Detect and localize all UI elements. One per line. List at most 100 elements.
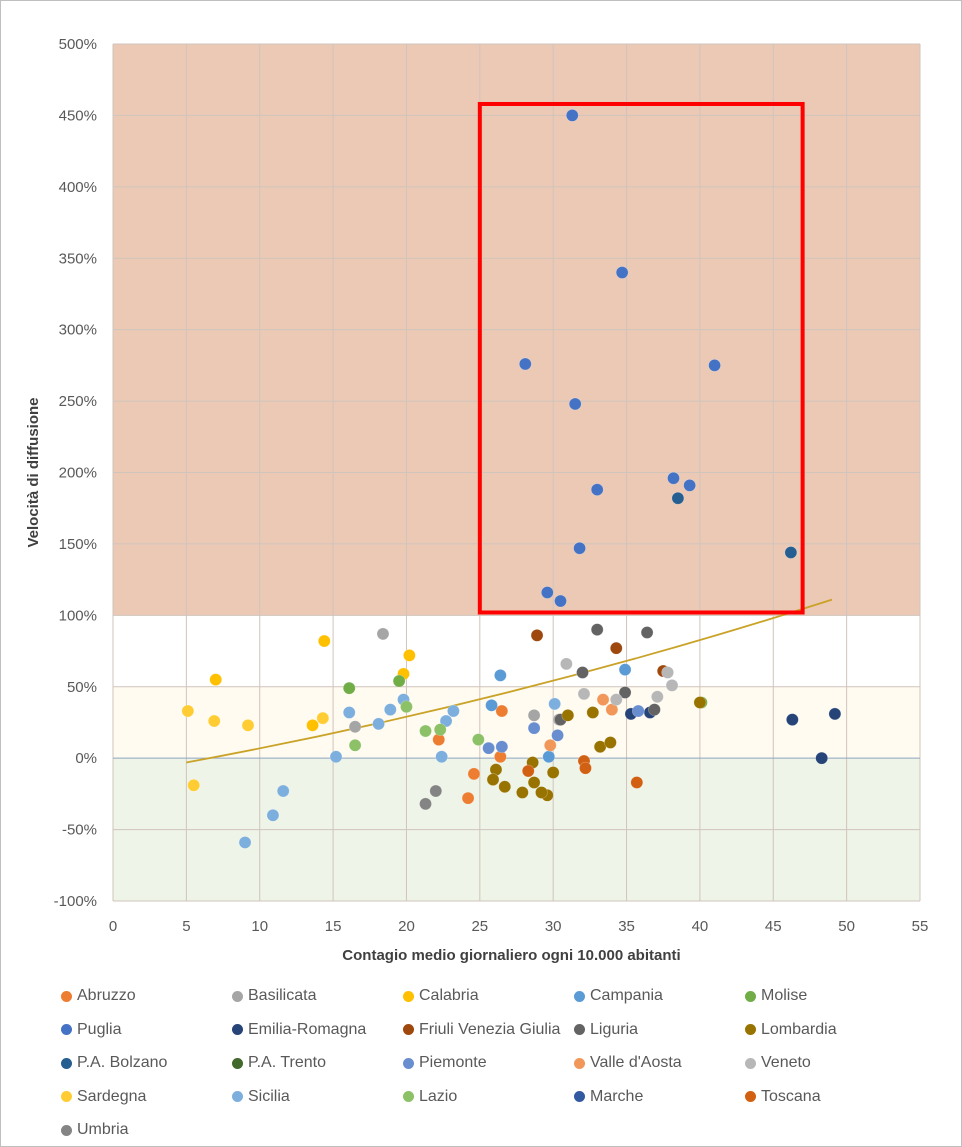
y-tick-label: 0% (75, 750, 97, 767)
point-lombardia (593, 740, 607, 754)
point-piemonte (551, 729, 564, 742)
point-sardegna (187, 779, 200, 792)
point-molise (392, 674, 406, 688)
legend-label: Lombardia (761, 1020, 837, 1038)
x-tick-label: 25 (471, 918, 488, 935)
legend-marker (574, 1057, 585, 1069)
point-puglia (615, 266, 629, 279)
point-sardegna (316, 711, 330, 725)
x-axis-title: Contagio medio giornaliero ogni 10.000 a… (342, 947, 680, 964)
legend-marker (745, 1024, 756, 1036)
legend-label: Sardegna (77, 1087, 147, 1105)
legend-label: P.A. Bolzano (77, 1054, 168, 1072)
point-sicilia (276, 784, 290, 798)
legend-marker (61, 1091, 72, 1103)
point-veneto (661, 666, 674, 679)
point-valle-d-aosta (596, 693, 610, 706)
point-liguria (618, 686, 632, 699)
point-lazio (472, 733, 485, 746)
point-puglia (590, 483, 604, 496)
point-molise (342, 681, 356, 695)
legend-item-piemonte: Piemonte (403, 1051, 487, 1075)
legend-item-emilia-romagna: Emilia-Romagna (232, 1018, 366, 1042)
legend-item-umbria: Umbria (61, 1118, 129, 1142)
point-lazio (419, 724, 432, 738)
legend-label: Umbria (77, 1121, 129, 1139)
y-tick-label: 300% (59, 322, 97, 339)
point-liguria (576, 666, 589, 679)
point-umbria (419, 797, 432, 811)
x-tick-label: 0 (109, 918, 117, 935)
y-tick-label: 250% (59, 393, 97, 410)
legend-marker (232, 990, 243, 1002)
legend-label: Piemonte (419, 1054, 487, 1072)
highlight-box (477, 101, 805, 615)
point-puglia (519, 357, 532, 371)
point-calabria (317, 634, 331, 648)
x-tick-label: 20 (398, 918, 415, 935)
point-liguria (640, 626, 654, 639)
point-lombardia (586, 706, 600, 719)
x-tick-label: 5 (182, 918, 190, 935)
legend-item-sardegna: Sardegna (61, 1085, 146, 1109)
point-sicilia (342, 706, 356, 719)
point-liguria (590, 623, 604, 636)
point-veneto (665, 679, 679, 692)
legend-marker (745, 1057, 756, 1069)
y-tick-label: -50% (62, 822, 97, 839)
point-puglia (683, 479, 696, 492)
legend-label: Liguria (590, 1020, 639, 1038)
legend-label: Veneto (761, 1054, 811, 1072)
y-tick-label: -100% (54, 893, 97, 910)
legend-marker (403, 1091, 414, 1103)
legend-item-liguria: Liguria (574, 1018, 638, 1042)
legend-label: P.A. Trento (248, 1054, 326, 1072)
point-sicilia (548, 697, 561, 711)
point-veneto (560, 657, 573, 671)
y-tick-label: 100% (59, 607, 97, 624)
legend-marker (403, 1024, 414, 1036)
legend-item-valle-d-aosta: Valle d'Aosta (574, 1051, 682, 1075)
legend-marker (403, 1057, 414, 1069)
zone-yellow (113, 686, 920, 759)
x-tick-label: 30 (545, 918, 562, 935)
legend-marker (232, 1024, 243, 1036)
legend-label: Puglia (77, 1020, 122, 1038)
point-abruzzo (467, 767, 481, 781)
x-tick-label: 45 (765, 918, 782, 935)
point-basilicata (527, 709, 541, 722)
point-sardegna (241, 719, 255, 732)
point-abruzzo (461, 791, 475, 805)
point-veneto (609, 693, 623, 706)
point-piemonte (482, 741, 495, 755)
point-liguria (648, 703, 661, 716)
point-campania (494, 669, 507, 682)
point-lombardia (516, 786, 529, 799)
point-calabria (306, 719, 319, 732)
point-emilia-romagna (828, 707, 842, 721)
legend-marker (232, 1057, 243, 1069)
scatter-chart: -100% -50% 0% 50% 100% 150% 200% 250% 300% 350% 40… (25, 36, 928, 964)
legend-item-sicilia: Sicilia (232, 1085, 290, 1109)
point-lombardia (561, 709, 575, 722)
point-sardegna (181, 704, 195, 718)
point-campania (542, 750, 556, 764)
point-toscana (521, 764, 535, 778)
legend-marker (574, 1091, 585, 1103)
x-tick-label: 15 (325, 918, 342, 935)
point-p-a-bolzano (671, 491, 685, 505)
point-puglia (667, 471, 680, 485)
point-lombardia (498, 780, 512, 794)
legend-marker (61, 1024, 72, 1036)
point-umbria (429, 784, 443, 798)
point-lombardia (546, 766, 560, 779)
point-basilicata (376, 627, 390, 641)
legend-item-marche: Marche (574, 1085, 643, 1109)
point-sicilia (447, 704, 460, 718)
point-veneto (577, 687, 591, 701)
point-campania (618, 663, 632, 676)
legend-label: Campania (590, 987, 663, 1004)
point-friuli-venezia-giulia (530, 629, 544, 642)
point-basilicata (348, 720, 362, 734)
